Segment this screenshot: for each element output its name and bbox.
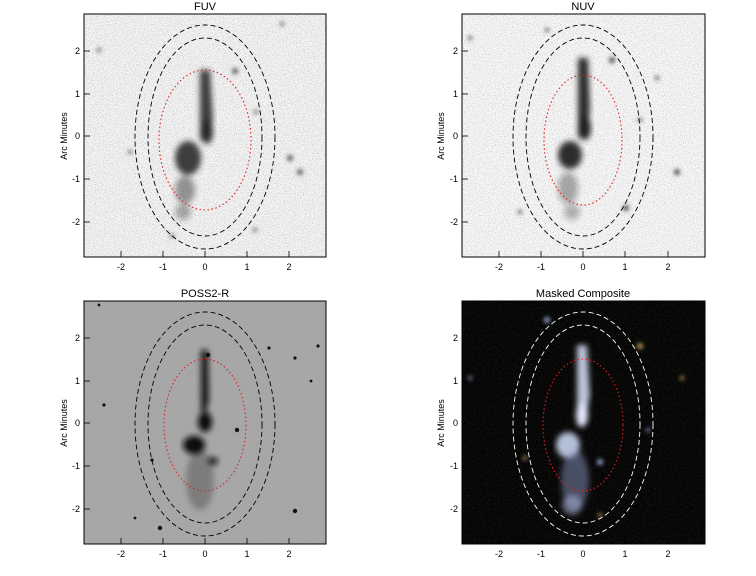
x-tick-label: -2	[495, 549, 503, 559]
x-tick-label: -1	[537, 549, 545, 559]
x-tick-label: 0	[580, 549, 585, 559]
y-tick-label: 1	[453, 376, 458, 386]
composite-image	[462, 301, 705, 544]
x-tick-label: 0	[202, 262, 207, 272]
y-tick-label: -2	[450, 504, 458, 514]
panel-title: Masked Composite	[536, 288, 630, 300]
y-tick-label: -2	[450, 217, 458, 227]
y-axis-label: Arc Minutes	[436, 112, 446, 160]
x-tick-label: -1	[159, 549, 167, 559]
panel-poss2r: POSS2-R Arc Minutes	[59, 288, 327, 559]
inner-ellipse	[158, 69, 252, 211]
x-tick-label: 2	[286, 262, 291, 272]
x-tick-label: 2	[665, 262, 670, 272]
x-tick-label: 2	[665, 549, 670, 559]
y-tick-label: 0	[453, 131, 458, 141]
poss2r-image	[84, 301, 326, 544]
y-tick-label: 1	[75, 376, 80, 386]
x-tick-label: 1	[244, 262, 249, 272]
y-tick-label: 2	[75, 46, 80, 56]
y-tick-label: 0	[75, 418, 80, 428]
x-tick-label: 0	[580, 262, 585, 272]
y-tick-label: 2	[75, 333, 80, 343]
x-tick-label: 1	[244, 549, 249, 559]
y-tick-label: 2	[453, 333, 458, 343]
panel-title: POSS2-R	[181, 288, 229, 300]
y-tick-label: 0	[75, 131, 80, 141]
y-tick-label: -1	[450, 174, 458, 184]
y-tick-label: 1	[75, 89, 80, 99]
y-tick-label: 0	[453, 418, 458, 428]
x-tick-label: 1	[622, 262, 627, 272]
y-axis-label: Arc Minutes	[59, 399, 69, 447]
y-axis-label: Arc Minutes	[436, 399, 446, 447]
panel-fuv: FUV Arc Minutes -2	[59, 1, 327, 272]
x-tick-label: -1	[159, 262, 167, 272]
y-axis-label: Arc Minutes	[59, 112, 69, 160]
y-tick-label: 1	[453, 89, 458, 99]
x-tick-label: 2	[286, 549, 291, 559]
x-tick-label: -1	[537, 262, 545, 272]
x-tick-label: -2	[117, 262, 125, 272]
y-tick-label: -2	[72, 504, 80, 514]
x-tick-label: -2	[117, 549, 125, 559]
x-tick-label: 0	[202, 549, 207, 559]
fuv-image	[84, 14, 326, 257]
x-tick-label: 1	[622, 549, 627, 559]
y-tick-label: -1	[72, 174, 80, 184]
y-tick-label: -2	[72, 217, 80, 227]
panel-composite: Masked Composite Arc Minutes	[436, 288, 706, 559]
panel-title: FUV	[194, 1, 217, 13]
nuv-image	[462, 14, 705, 257]
x-tick-label: -2	[495, 262, 503, 272]
y-tick-label: -1	[450, 461, 458, 471]
panel-nuv: NUV Arc Minutes -2	[436, 1, 706, 272]
y-tick-label: 2	[453, 46, 458, 56]
panel-title: NUV	[571, 1, 595, 13]
y-tick-label: -1	[72, 461, 80, 471]
